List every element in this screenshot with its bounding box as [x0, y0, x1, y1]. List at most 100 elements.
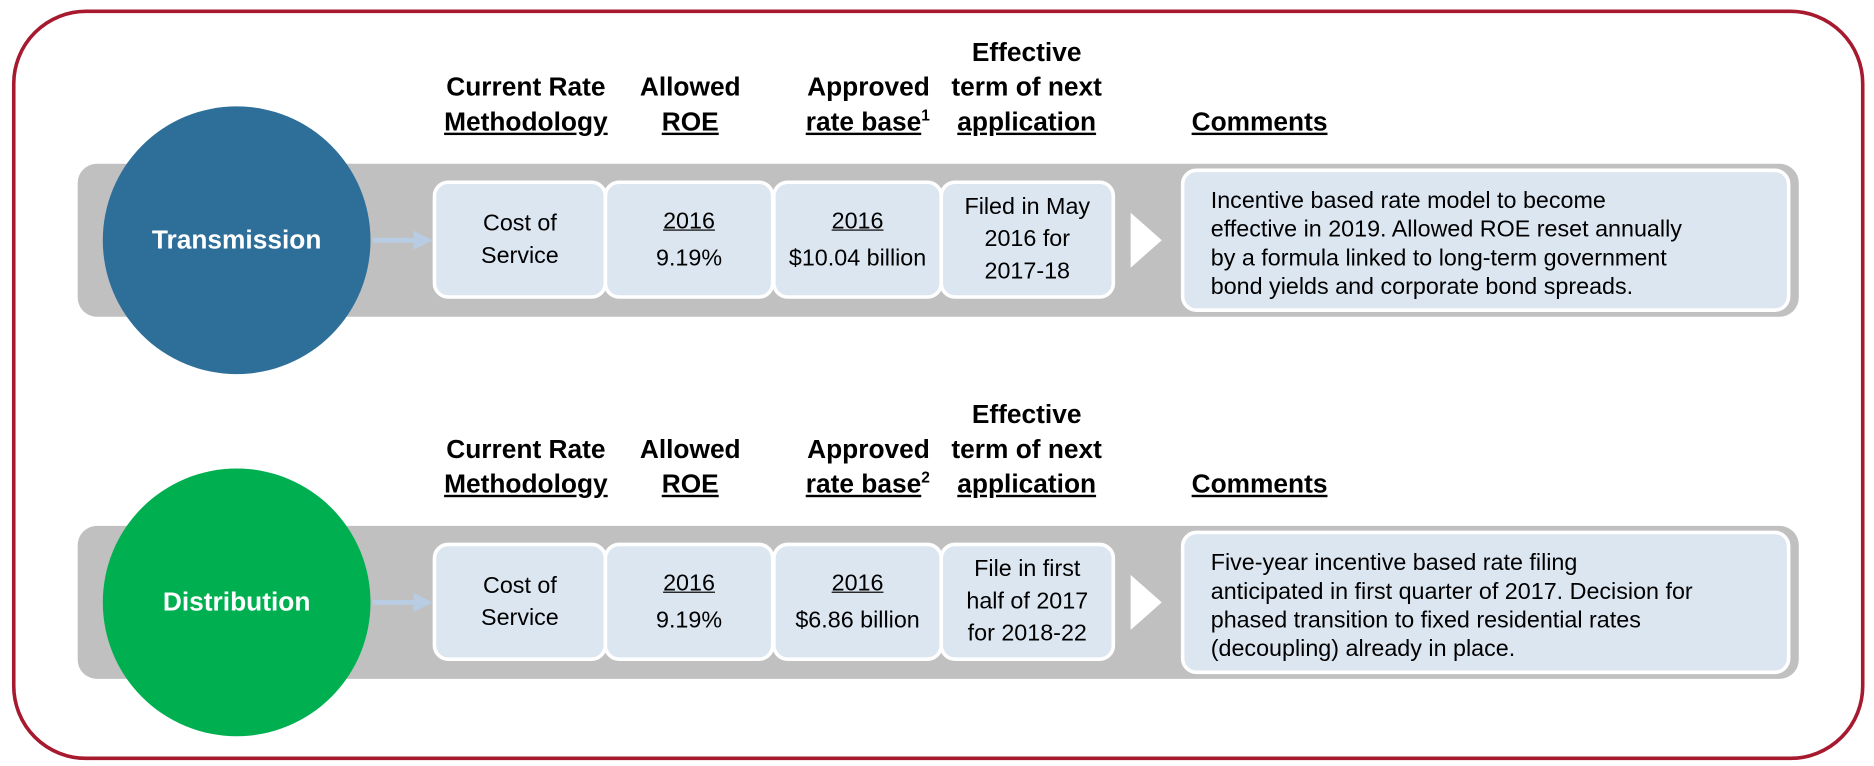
- header-line: Allowed: [616, 69, 765, 104]
- cell: Filed in May 2016 for 2017-18: [939, 180, 1116, 299]
- cell-line: 2016: [663, 567, 715, 599]
- cell: File in first half of 2017 for 2018-22: [939, 542, 1116, 661]
- header-line: ROE: [616, 466, 765, 501]
- cell-text: for 2018-22: [967, 620, 1087, 647]
- header-line: application: [932, 104, 1121, 139]
- comment-text: Five-year incentive based rate filing: [1210, 549, 1578, 577]
- comment-line: bond yields and corporate bond spreads.: [1211, 273, 1787, 302]
- column-header: Effective term of next application: [932, 35, 1121, 139]
- cell-text: Cost of: [482, 571, 557, 599]
- column-header: Current Rate Methodology: [418, 431, 633, 500]
- cell-text: half of 2017: [966, 588, 1089, 615]
- comment-line: phased transition to fixed residential r…: [1211, 606, 1787, 635]
- comment-text: anticipated in first quarter of 2017. De…: [1210, 578, 1693, 605]
- cell-text: 2016 for: [984, 225, 1071, 253]
- header-text: Allowed: [639, 433, 741, 464]
- comment-line: effective in 2019. Allowed ROE reset ann…: [1211, 215, 1787, 244]
- header-line: Effective: [932, 35, 1121, 70]
- cell: Cost of Service: [432, 542, 608, 661]
- header-text: term of next: [951, 433, 1102, 464]
- comment-text: by a formula linked to long-term governm…: [1210, 245, 1667, 272]
- header-line: Methodology: [418, 104, 633, 139]
- header-text: Comments: [1191, 468, 1328, 499]
- cell-line: 2016 for: [985, 224, 1071, 256]
- column-header: Approved rate base2: [753, 431, 930, 500]
- section-label: Distribution: [162, 586, 311, 617]
- cell-line: $6.86 billion: [795, 604, 919, 636]
- header-text: Current Rate: [446, 433, 606, 464]
- cell-text: Service: [481, 242, 559, 269]
- cell-text: Filed in May: [964, 193, 1091, 220]
- column-header: Effective term of next application: [932, 397, 1121, 501]
- header-line: Current Rate: [418, 431, 633, 466]
- cell-line: 2016: [663, 205, 715, 237]
- cell-text: 2017-18: [984, 258, 1071, 285]
- header-text: Methodology: [444, 106, 608, 137]
- cell-year: 2016: [663, 569, 715, 596]
- header-line: Methodology: [418, 466, 633, 501]
- comment-line: anticipated in first quarter of 2017. De…: [1211, 577, 1787, 606]
- cell-line: 9.19%: [656, 604, 722, 636]
- cell-line: Service: [481, 240, 559, 272]
- column-header: Approved rate base1: [753, 69, 930, 138]
- comment-text: effective in 2019. Allowed ROE reset ann…: [1210, 216, 1682, 243]
- header-text: ROE: [661, 468, 719, 499]
- cell-value: $6.86 billion: [795, 606, 920, 633]
- cell-value: 9.19%: [655, 606, 723, 633]
- column-header: Current Rate Methodology: [418, 69, 633, 138]
- cell-line: 2017-18: [984, 256, 1070, 288]
- cell-text: File in first: [974, 555, 1081, 583]
- header-text: application: [957, 106, 1097, 137]
- header-line: Approved: [753, 69, 930, 104]
- header-line: term of next: [932, 69, 1121, 104]
- header-line: rate base1: [753, 104, 930, 139]
- comment-line: by a formula linked to long-term governm…: [1211, 244, 1787, 273]
- cell-text: Service: [481, 604, 559, 631]
- comment-line: (decoupling) already in place.: [1211, 635, 1787, 664]
- footnote-marker: 1: [921, 105, 930, 124]
- header-text: Allowed: [639, 71, 741, 102]
- comment-box: Five-year incentive based rate filing ant…: [1180, 530, 1791, 675]
- cell-line: $10.04 billion: [789, 242, 926, 274]
- cell-line: half of 2017: [966, 586, 1088, 618]
- cell-line: 2016: [832, 567, 884, 599]
- cell-line: 2016: [832, 205, 884, 237]
- cell: 2016 $10.04 billion: [772, 180, 944, 299]
- cell-line: Filed in May: [964, 191, 1090, 223]
- column-header: Allowed ROE: [616, 69, 765, 138]
- cell-line: Cost of: [483, 207, 557, 239]
- frame: [11, 9, 1865, 761]
- cell-year: 2016: [831, 207, 884, 234]
- header-text: Approved: [807, 433, 930, 464]
- header-text: ROE: [661, 106, 719, 137]
- comment-line: Incentive based rate model to become: [1211, 186, 1787, 215]
- header-text: Methodology: [444, 468, 608, 499]
- cell: 2016 $6.86 billion: [772, 542, 944, 661]
- header-line: Current Rate: [418, 69, 633, 104]
- cell: 2016 9.19%: [603, 542, 775, 661]
- header-line: ROE: [616, 104, 765, 139]
- header-line: Approved: [753, 431, 930, 466]
- header-line: term of next: [932, 431, 1121, 466]
- cell-value: 9.19%: [655, 244, 723, 271]
- comment-box: Incentive based rate model to become effe…: [1180, 168, 1791, 312]
- cell-line: for 2018-22: [968, 618, 1087, 650]
- header-text: rate base: [805, 468, 922, 499]
- section-label: Transmission: [151, 224, 322, 255]
- cell-line: File in first: [974, 553, 1080, 585]
- header-text: application: [957, 468, 1097, 499]
- comment-text: bond yields and corporate bond spreads.: [1210, 273, 1634, 300]
- chevron: [1130, 574, 1162, 630]
- arrow-head: [413, 592, 433, 612]
- header-line: rate base2: [753, 466, 930, 501]
- header-text: Effective: [971, 37, 1082, 67]
- header-text: rate base: [805, 106, 922, 137]
- header-line: Comments: [1192, 466, 1431, 501]
- comment-text: Incentive based rate model to become: [1210, 187, 1606, 214]
- cell-line: Cost of: [483, 570, 557, 602]
- cell-text: Cost of: [482, 209, 557, 237]
- section-circle: Distribution: [102, 468, 371, 737]
- section-circle: Transmission: [102, 106, 371, 375]
- header-line: Effective: [932, 397, 1121, 432]
